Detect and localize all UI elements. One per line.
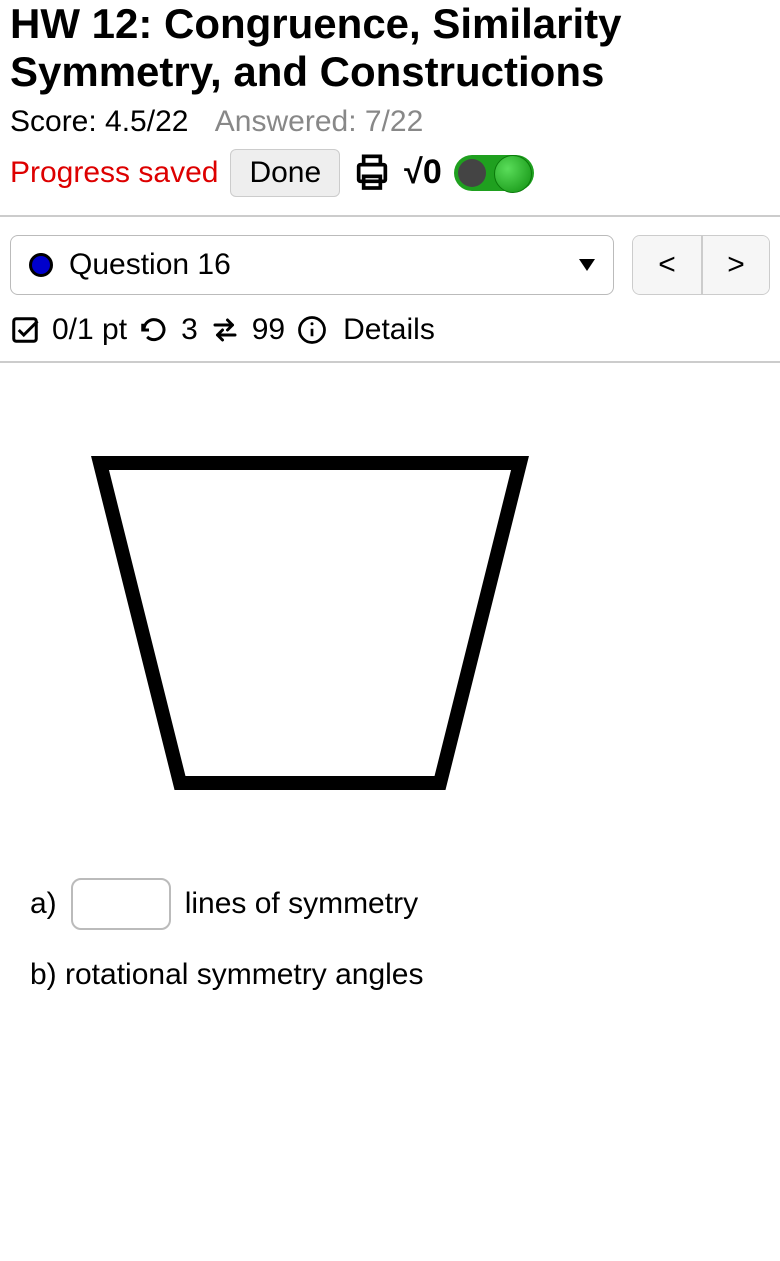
checkbox-icon (10, 315, 40, 345)
score-label: Score: 4.5/22 (10, 105, 188, 138)
question-label: Question 16 (69, 248, 579, 282)
prev-question-button[interactable]: < (633, 236, 701, 294)
question-meta: 0/1 pt 3 99 Details (0, 307, 780, 361)
tries-value: 99 (252, 313, 285, 347)
details-button[interactable]: Details (343, 313, 435, 347)
next-question-button[interactable]: > (701, 236, 769, 294)
score-line: Score: 4.5/22 Answered: 7/22 (10, 105, 770, 139)
page-title: HW 12: Congruence, Similarity Symmetry, … (10, 0, 770, 97)
sqrt-icon: √0 (404, 153, 442, 192)
trapezoid-figure (30, 423, 590, 823)
chevron-down-icon (579, 259, 595, 271)
trapezoid-shape (100, 463, 520, 783)
question-status-indicator (29, 253, 53, 277)
attempts-value: 3 (181, 313, 198, 347)
points-label: 0/1 pt (52, 313, 127, 347)
info-icon[interactable] (297, 315, 327, 345)
figure (0, 363, 780, 868)
question-selector[interactable]: Question 16 (10, 235, 614, 295)
math-input-toggle[interactable] (454, 155, 534, 191)
answer-a-input[interactable] (71, 878, 171, 930)
answer-b-label: b) rotational symmetry angles (30, 958, 424, 992)
progress-saved-text: Progress saved (10, 156, 218, 190)
answer-a-row: a) lines of symmetry (30, 878, 750, 930)
print-icon[interactable] (352, 153, 392, 193)
answer-b-row: b) rotational symmetry angles (30, 958, 750, 992)
answer-a-label: a) (30, 887, 57, 921)
answer-a-text: lines of symmetry (185, 887, 418, 921)
done-button[interactable]: Done (230, 149, 340, 197)
retry-icon (139, 315, 169, 345)
answered-label: Answered: 7/22 (215, 105, 423, 138)
question-nav-group: < > (632, 235, 770, 295)
swap-icon (210, 315, 240, 345)
